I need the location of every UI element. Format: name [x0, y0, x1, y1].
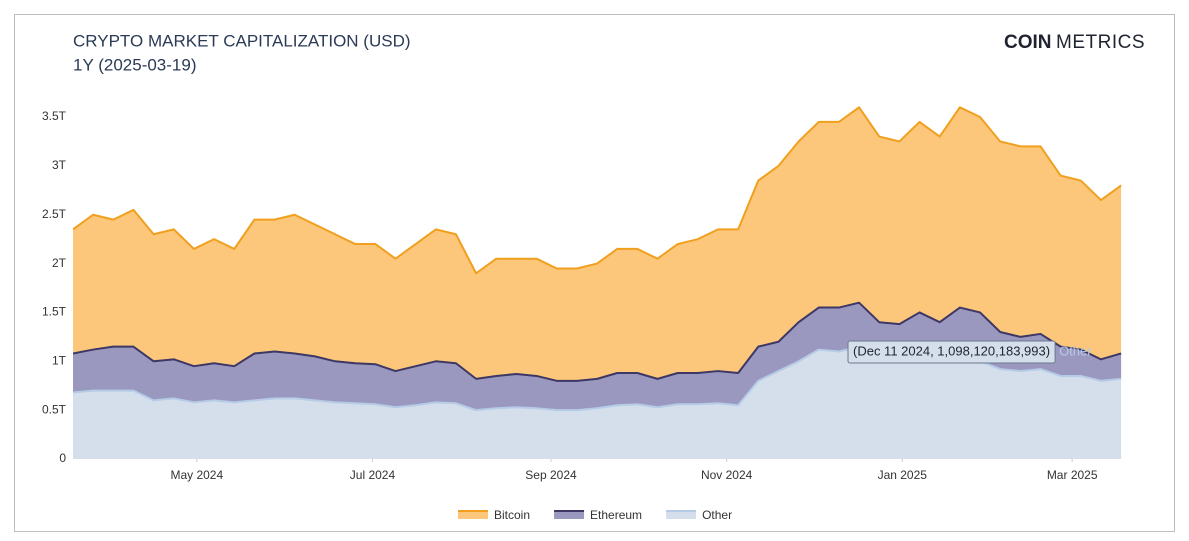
- tooltip: (Dec 11 2024, 1,098,120,183,993) Other: [847, 340, 1092, 364]
- legend: Bitcoin Ethereum Other: [458, 508, 732, 522]
- y-tick-label: 3.5T: [42, 109, 67, 123]
- x-tick-label: Jan 2025: [878, 468, 928, 482]
- legend-swatch: [458, 511, 488, 519]
- area: [73, 107, 1122, 381]
- area-line: [73, 106, 1122, 275]
- y-tick-label: 0.5T: [42, 402, 67, 416]
- legend-label: Bitcoin: [494, 508, 530, 522]
- y-tick-label: 1.5T: [42, 305, 67, 319]
- y-tick-label: 2T: [52, 256, 67, 270]
- x-tick-label: Nov 2024: [701, 468, 753, 482]
- y-tick-label: 2.5T: [42, 207, 67, 221]
- area-line: [73, 301, 1122, 382]
- tooltip-text: (Dec 11 2024, 1,098,120,183,993): [853, 343, 1050, 358]
- area: [73, 346, 1122, 459]
- chart-title: CRYPTO MARKET CAPITALIZATION (USD): [73, 31, 411, 50]
- plot-area: [73, 106, 1122, 459]
- tooltip-box: [847, 340, 1056, 364]
- legend-label: Ethereum: [590, 508, 642, 522]
- x-tick-label: May 2024: [170, 468, 223, 482]
- legend-swatch: [554, 511, 585, 519]
- x-tick-label: Jul 2024: [350, 468, 396, 482]
- legend-swatch: [666, 511, 697, 519]
- x-tick-label: Mar 2025: [1047, 468, 1098, 482]
- logo-bold: COIN: [1004, 32, 1052, 53]
- y-tick-label: 1T: [52, 353, 67, 367]
- chart-subtitle: 1Y (2025-03-19): [73, 55, 197, 74]
- legend-label: Other: [702, 508, 732, 522]
- logo-light: METRICS: [1056, 32, 1145, 53]
- axes: 0 0.5T 1T 1.5T 2T 2.5T 3T 3.5T May 2024 Jul 2024 S…: [42, 109, 1098, 482]
- y-tick-label: 3T: [52, 158, 67, 172]
- tooltip-series: Other: [1059, 343, 1092, 358]
- y-tick-label: 0: [59, 451, 66, 465]
- x-tick-label: Sep 2024: [525, 468, 577, 482]
- area: [73, 302, 1122, 411]
